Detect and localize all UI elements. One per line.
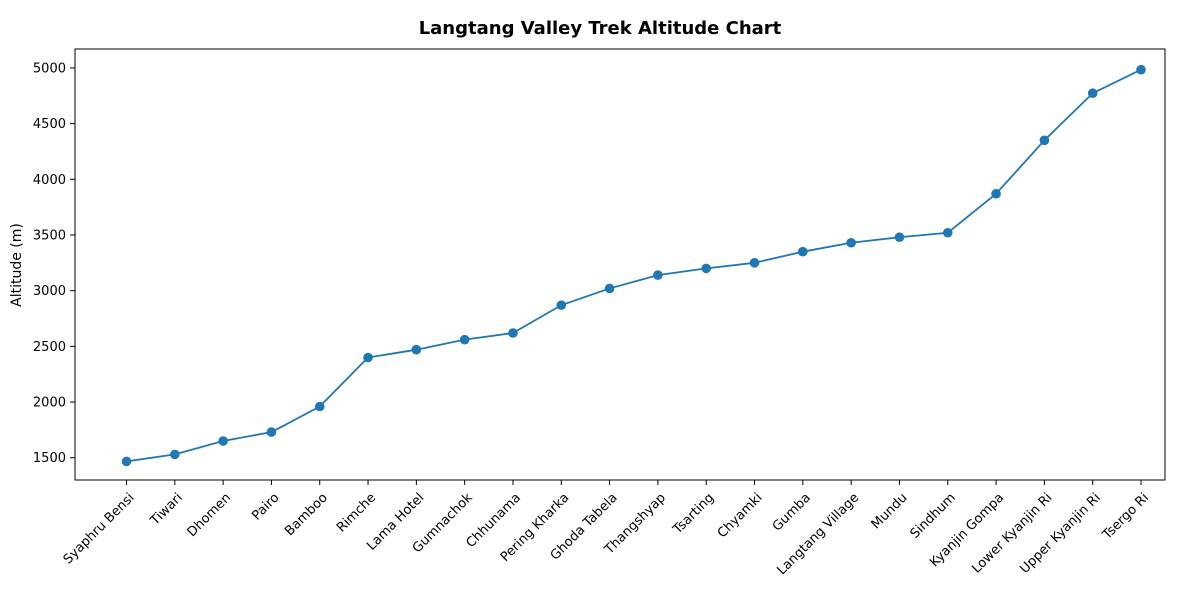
y-tick-label: 2500 (33, 340, 66, 355)
data-point (701, 263, 712, 274)
y-tick-label: 4000 (33, 173, 66, 188)
x-tick-label: Chyamki (715, 490, 766, 541)
data-point (894, 232, 905, 243)
data-point (749, 258, 760, 268)
data-point (942, 227, 953, 238)
y-tick-label: 5000 (33, 61, 66, 76)
y-tick-label: 2000 (33, 396, 66, 411)
data-point (653, 270, 663, 280)
x-tick-label: Gumba (770, 490, 814, 534)
x-tick-label: Mundu (869, 490, 911, 532)
data-points (121, 64, 1146, 467)
data-point (459, 334, 470, 345)
data-point (170, 449, 180, 460)
data-point (218, 436, 228, 446)
data-point (508, 328, 518, 338)
data-point (1039, 135, 1050, 146)
x-tick-label: Dhomen (185, 490, 235, 540)
x-tick-label: Tsergo Ri (1099, 490, 1152, 543)
data-point (266, 427, 277, 437)
data-point (556, 300, 567, 310)
x-tick-label: Langtang Village (774, 490, 862, 578)
data-point (991, 188, 1001, 199)
data-point (314, 401, 325, 412)
plot-frame (74, 48, 1166, 481)
y-tick-label: 3500 (33, 228, 66, 243)
y-axis-ticks: 1500 2000 2500 3000 3500 4000 4500 5000 (33, 61, 75, 466)
data-point (121, 456, 132, 467)
x-tick-label: Syaphru Bensi (61, 490, 138, 567)
data-point (846, 237, 856, 248)
x-tick-label: Tiwari (147, 490, 186, 529)
data-point (1136, 64, 1146, 75)
x-tick-label: Upper Kyanjin Ri (1017, 490, 1103, 576)
x-tick-label: Tsarting (670, 490, 717, 537)
y-tick-label: 4500 (33, 117, 66, 132)
y-tick-label: 3000 (33, 284, 66, 299)
chart-title: Langtang Valley Trek Altitude Chart (419, 18, 782, 39)
y-tick-label: 1500 (33, 451, 66, 466)
data-point (411, 344, 422, 355)
y-axis-label: Altitude (m) (9, 223, 25, 307)
x-tick-label: Rimche (334, 490, 379, 535)
x-tick-label: Pairo (249, 490, 282, 523)
data-point (1087, 88, 1098, 99)
data-point (798, 246, 808, 257)
x-tick-label: Bamboo (282, 490, 331, 539)
series-line (126, 68, 1142, 463)
data-point (604, 283, 615, 294)
data-point (363, 352, 373, 363)
x-tick-label: Sindhum (908, 490, 959, 541)
